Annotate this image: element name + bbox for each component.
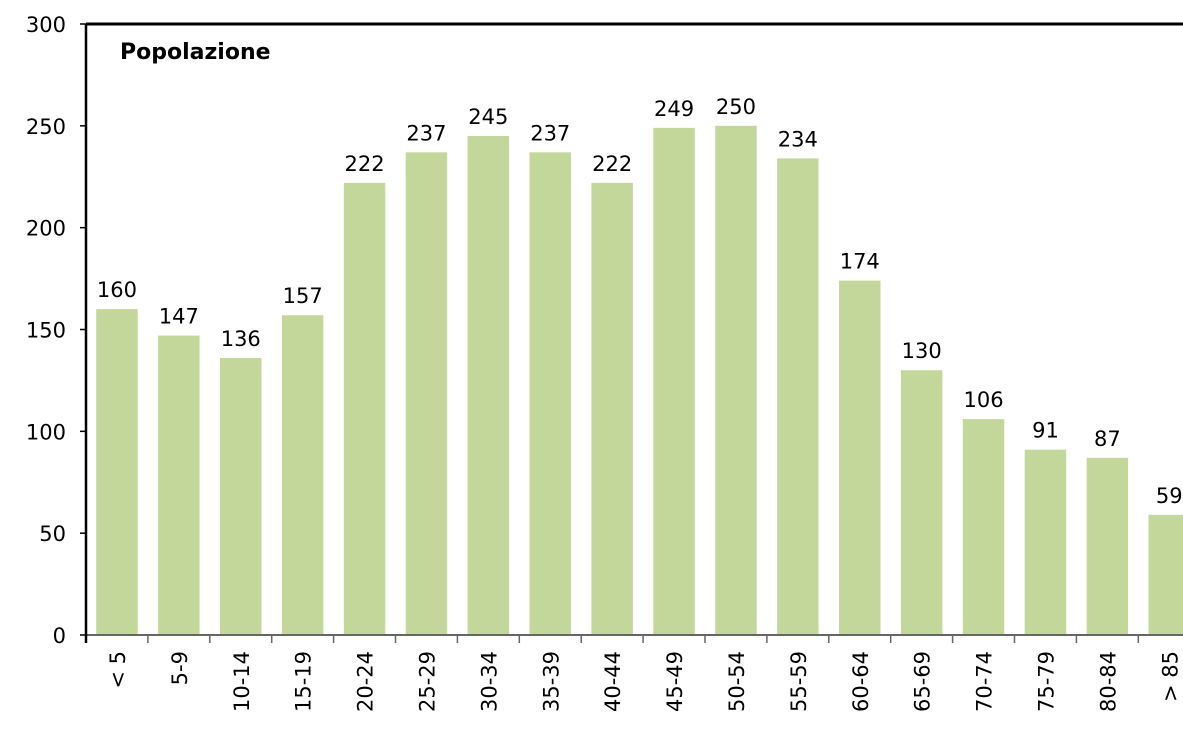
bar <box>777 158 819 636</box>
value-label: 222 <box>592 152 632 176</box>
x-tick-label: 30-34 <box>477 651 501 712</box>
y-tick-label: 300 <box>26 13 66 37</box>
value-label: 222 <box>345 152 385 176</box>
x-tick-label: 65-69 <box>911 651 935 712</box>
value-label: 157 <box>283 284 323 308</box>
value-label: 174 <box>840 250 880 274</box>
bar <box>839 280 881 635</box>
value-label: 234 <box>778 127 818 151</box>
value-label: 91 <box>1032 419 1059 443</box>
bar <box>962 419 1005 635</box>
value-label: 250 <box>716 95 756 119</box>
chart-title: Popolazione <box>120 40 271 65</box>
x-tick-label: 20-24 <box>354 651 378 712</box>
bar <box>343 182 386 636</box>
bar <box>467 136 510 635</box>
bar <box>1024 449 1067 635</box>
value-label: 245 <box>468 105 508 129</box>
value-label: 106 <box>964 388 1004 412</box>
y-tick-label: 250 <box>26 115 66 139</box>
y-tick-label: 100 <box>26 420 66 444</box>
bar <box>220 358 262 635</box>
x-tick-label: 45-49 <box>663 651 687 712</box>
x-tick-label: 70-74 <box>973 651 997 712</box>
bar <box>281 315 324 635</box>
y-tick-label: 50 <box>39 522 66 546</box>
x-tick-label: 35-39 <box>539 651 563 712</box>
x-tick-label: < 5 <box>106 651 130 689</box>
value-label: 147 <box>159 305 199 329</box>
bar <box>96 309 138 635</box>
x-tick-label: > 85 <box>1158 651 1182 702</box>
x-tick-label: 80-84 <box>1096 651 1120 712</box>
value-label: 59 <box>1156 484 1183 508</box>
x-tick-label: 55-59 <box>787 651 811 712</box>
y-tick-label: 150 <box>26 319 66 343</box>
bar <box>1148 514 1183 635</box>
y-tick-label: 0 <box>53 624 66 648</box>
value-label: 160 <box>97 278 137 302</box>
value-label: 136 <box>221 327 261 351</box>
bar <box>529 152 571 635</box>
bar <box>653 127 695 636</box>
x-tick-label: 75-79 <box>1034 651 1058 712</box>
x-tick-label: 15-19 <box>292 651 316 712</box>
value-label: 249 <box>654 97 694 121</box>
bar <box>900 370 943 635</box>
y-tick-label: 200 <box>26 217 66 241</box>
x-tick-label: 25-29 <box>415 651 439 712</box>
x-tick-label: 10-14 <box>230 651 254 712</box>
value-label: 130 <box>902 339 942 363</box>
bar <box>715 125 757 635</box>
bar <box>591 182 633 636</box>
bar <box>1086 457 1129 635</box>
x-tick-label: 5-9 <box>168 651 192 685</box>
x-tick-label: 40-44 <box>601 651 625 712</box>
bar <box>158 335 200 635</box>
value-label: 237 <box>530 121 570 145</box>
value-label: 87 <box>1094 427 1121 451</box>
value-label: 237 <box>406 121 446 145</box>
x-tick-label: 60-64 <box>849 651 873 712</box>
x-tick-label: 50-54 <box>725 651 749 712</box>
bar <box>405 152 448 635</box>
